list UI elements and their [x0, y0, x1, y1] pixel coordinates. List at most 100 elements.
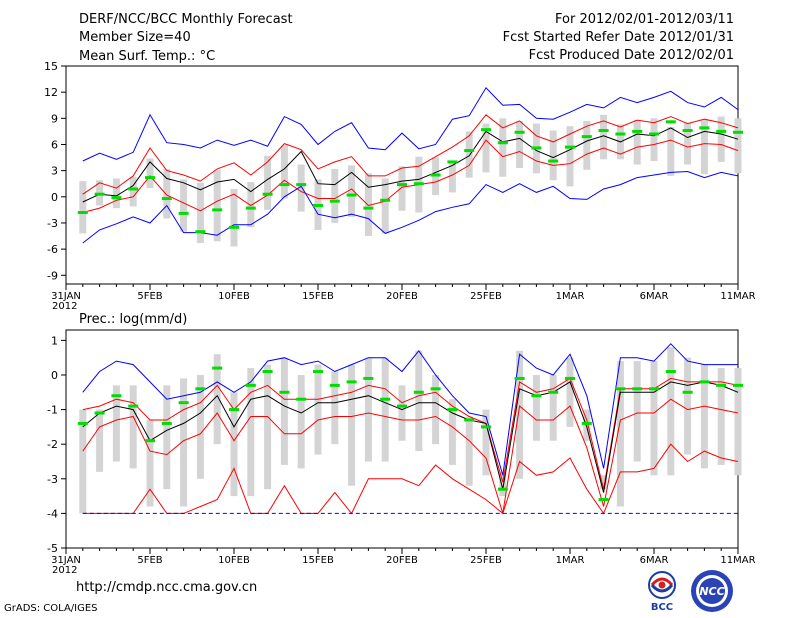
temperature-x-tick-label: 25FEB [470, 291, 502, 302]
temperature-box [196, 182, 204, 244]
precipitation-median-marker [161, 421, 172, 425]
precipitation-box [448, 399, 456, 465]
temperature-box [734, 118, 742, 174]
temperature-median-marker [615, 132, 626, 136]
precipitation-box [180, 378, 188, 507]
temperature-median-marker [279, 183, 290, 187]
precipitation-box [297, 374, 305, 469]
precipitation-median-marker [313, 370, 323, 374]
temperature-median-marker [94, 192, 105, 196]
temperature-median-marker [229, 225, 239, 229]
temperature-median-marker [313, 204, 323, 208]
precipitation-median-marker [447, 408, 458, 412]
temperature-box [79, 181, 87, 234]
temperature-median-marker [481, 128, 491, 132]
precipitation-box [163, 385, 171, 490]
precipitation-median-marker [649, 387, 659, 391]
temperature-box [180, 179, 188, 232]
member-size-label: Member Size=40 [79, 30, 191, 45]
temperature-median-marker [548, 159, 559, 163]
precipitation-median-marker [145, 439, 155, 443]
temperature-box [247, 181, 255, 228]
temperature-median-marker [212, 208, 223, 212]
temperature-box [700, 120, 708, 175]
forecast-period-label: For 2012/02/01-2012/03/11 [555, 12, 734, 27]
temperature-y-tick-label: 0 [51, 191, 58, 204]
temperature-median-marker [363, 206, 374, 210]
precipitation-y-tick-label: -1 [47, 404, 58, 417]
temperature-y-tick-label: 9 [51, 112, 58, 125]
precipitation-p75-line [82, 377, 739, 490]
precipitation-median-marker [262, 370, 273, 374]
precipitation-median-marker [615, 387, 626, 391]
precipitation-p25-line [82, 398, 739, 514]
temperature-panel-title: Mean Surf. Temp.: °C [79, 49, 215, 64]
precipitation-box [684, 357, 692, 455]
temperature-box [516, 120, 524, 169]
temperature-median-marker [77, 210, 88, 214]
temperature-box [650, 118, 658, 162]
source-url[interactable]: http://cmdp.ncc.cma.gov.cn [76, 580, 258, 595]
temperature-box [600, 114, 608, 160]
precipitation-box [398, 385, 406, 441]
precipitation-median-marker [716, 383, 727, 387]
precipitation-x-tick-label: 1MAR [556, 555, 585, 566]
precipitation-box [314, 364, 322, 455]
temperature-median-marker [178, 211, 189, 215]
precipitation-median-marker [397, 404, 407, 408]
temperature-median-marker [531, 146, 542, 150]
precipitation-x-tick-label: 25FEB [470, 555, 502, 566]
temperature-box [213, 169, 221, 242]
precipitation-x-tick-label: 15FEB [302, 555, 334, 566]
temperature-median-marker [145, 176, 155, 180]
temperature-median-marker [296, 183, 307, 187]
precipitation-median-marker [430, 387, 441, 391]
temperature-median-marker [430, 173, 441, 177]
precipitation-box [717, 368, 725, 465]
temperature-median-marker [447, 160, 458, 164]
ncc-logo-icon: NCC [691, 570, 733, 612]
precipitation-x-tick-label: 10FEB [218, 555, 250, 566]
temperature-median-marker [699, 126, 710, 130]
precipitation-median-marker [598, 498, 609, 502]
temperature-median-marker [464, 149, 475, 153]
temperature-median-marker [682, 129, 693, 133]
temperature-box [364, 173, 372, 237]
precipitation-box [415, 350, 423, 452]
temperature-y-tick-label: -6 [47, 243, 58, 256]
precipitation-x-tick-label: 5FEB [137, 555, 162, 566]
temperature-box [146, 158, 154, 189]
precipitation-x-tick-year: 2012 [52, 565, 77, 576]
precipitation-y-tick-label: -3 [47, 473, 58, 486]
precipitation-median-marker [178, 401, 189, 405]
temperature-box [465, 131, 473, 178]
precipitation-box [499, 471, 507, 497]
temperature-y-tick-label: 6 [51, 138, 58, 151]
precipitation-median-marker [279, 390, 290, 394]
grads-credit: GrADS: COLA/IGES [4, 603, 98, 614]
precipitation-median-marker [497, 487, 508, 491]
bcc-logo-text: BCC [651, 602, 673, 612]
temperature-box [549, 130, 557, 181]
temperature-median-marker [245, 206, 256, 210]
temperature-x-tick-label: 6MAR [640, 291, 669, 302]
precipitation-box [432, 374, 440, 445]
temperature-x-tick-label: 31JAN [51, 291, 81, 302]
temperature-y-tick-label: 12 [44, 86, 58, 99]
temperature-box [448, 161, 456, 193]
precipitation-box [633, 361, 641, 462]
precipitation-box [280, 357, 288, 465]
precipitation-median-marker [229, 408, 239, 412]
bcc-logo-icon: BCC [648, 571, 676, 613]
precipitation-box [79, 409, 87, 514]
precipitation-median-marker [682, 390, 693, 394]
temperature-x-tick-label: 10FEB [218, 291, 250, 302]
precipitation-median-marker [77, 421, 88, 425]
temperature-x-tick-label: 11MAR [720, 291, 755, 302]
temperature-box [398, 166, 406, 211]
precipitation-median-marker [245, 383, 256, 387]
temperature-x-tick-label: 15FEB [302, 291, 334, 302]
precipitation-box [112, 385, 120, 462]
fcst-produced-label: Fcst Produced Date 2012/02/01 [528, 48, 734, 63]
precipitation-x-tick-label: 20FEB [386, 555, 418, 566]
